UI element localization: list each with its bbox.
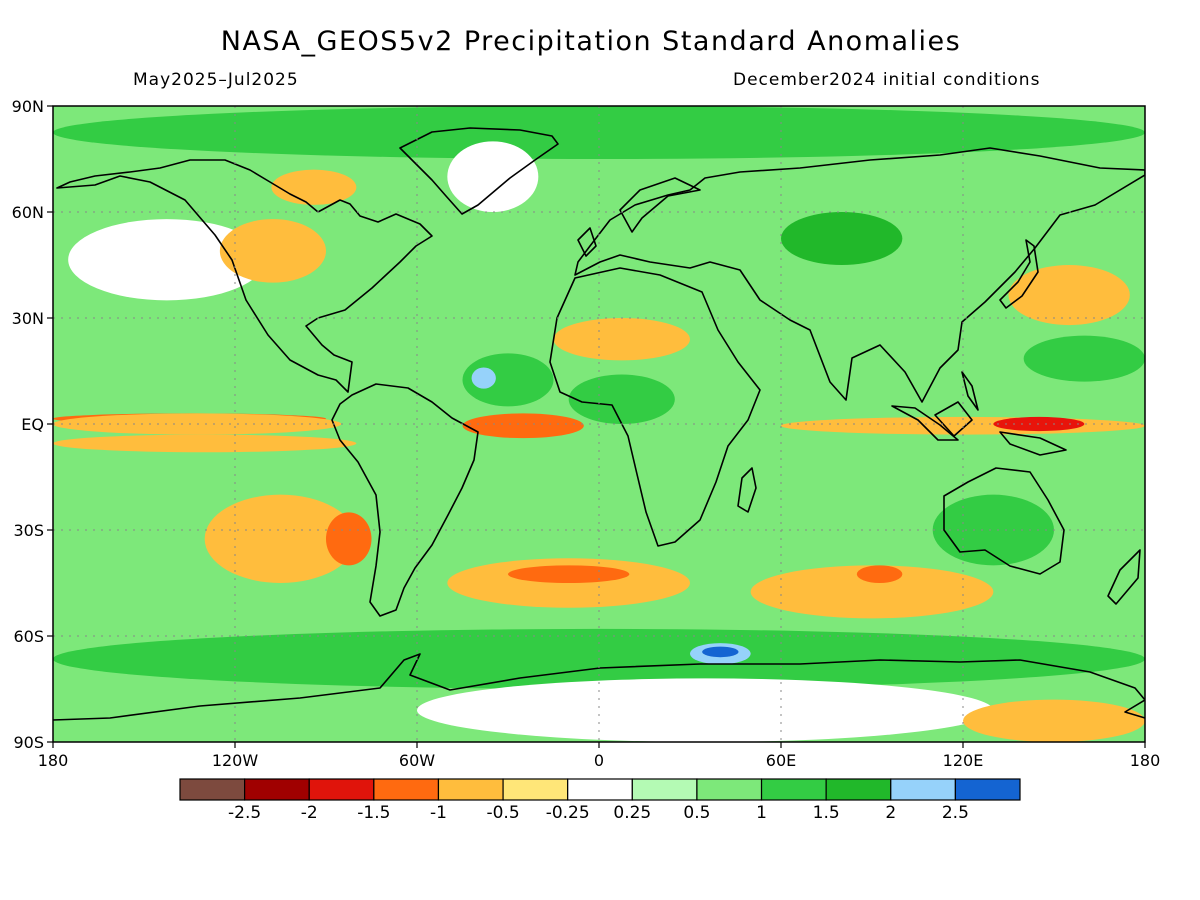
colorbar-label: 2.5 [942,803,969,823]
colorbar-swatch [502,778,569,801]
colorbar-label: -2.5 [228,803,261,823]
initial-conditions: December2024 initial conditions [733,70,1041,90]
anomaly-region-wet_1.5 [781,212,903,265]
anomaly-region-wet_1 [462,353,554,407]
coast-africa [549,267,761,547]
colorbar-labels: -2.5 -2 -1.5 -1 -0.5 -0.25 0.25 0.5 1 1.5 2 2.5 [228,803,969,823]
anomaly-region-wet_1 [53,106,1145,159]
colorbar-swatch [567,778,633,801]
colorbar-label: 2 [885,803,896,823]
anomaly-region-neutral [447,141,539,212]
coast-greenland [399,127,559,215]
coast-scandinavia [619,177,701,233]
coast-new-zealand [1107,549,1141,605]
coast-australia [943,467,1065,575]
longitude-tick-label: 120W [212,751,259,770]
anomaly-region-neutral [68,219,266,301]
colorbar-label: -0.5 [486,803,519,823]
coast-south-america [331,383,479,617]
map-title: NASA_GEOS5v2 Precipitation Standard Anom… [220,26,962,57]
map-plot-area [53,106,1145,742]
anomaly-region-dry_0.5 [204,494,357,583]
anomaly-region-wet_2 [471,367,496,389]
anomaly-region-dry_1 [856,565,903,584]
colorbar-label: 0.5 [683,803,710,823]
anomaly-region-wet_1 [1023,335,1145,382]
latitude-tick-label: 90S [13,733,44,752]
latitude-tick-label: 60N [12,203,44,222]
anomaly-region-dry_0.5 [219,219,326,283]
map-grid [53,106,1145,742]
longitude-tick-label: 180 [1130,751,1161,770]
anomaly-region-wet_2.5 [702,646,739,658]
coast-borneo [934,401,973,437]
colorbar-swatch [244,778,310,801]
anomaly-region-dry_0.5 [53,434,357,453]
colorbar-label: 0.25 [613,803,651,823]
anomaly-region-wet_1 [568,374,675,424]
colorbar-swatch [631,778,698,801]
coast-antarctica [53,653,1145,721]
latitude-tick-label: 60S [13,627,44,646]
coast-southeast-asia-islands [891,405,959,441]
coast-madagascar [737,467,757,513]
colorbar-swatch [696,778,763,801]
colorbar-label: 1.5 [813,803,840,823]
anomaly-region-dry_1 [508,565,630,584]
colorbar-swatch [890,778,956,801]
forecast-period: May2025–Jul2025 [133,70,299,90]
coast-japan [999,239,1039,309]
coast-new-guinea [999,431,1067,456]
colorbar-label: -1 [430,803,447,823]
colorbar-swatch [825,778,892,801]
anomaly-region-dry_0.5 [963,699,1145,742]
colorbar-swatch [179,778,246,801]
anomaly-region-neutral [417,678,994,742]
latitude-tick-label: 30N [12,309,44,328]
anomaly-region-dry_0.5 [750,565,994,619]
colorbar-swatch [308,778,375,801]
coast-north-america [56,159,433,393]
longitude-tick-label: 120E [943,751,984,770]
colorbar-label: 1 [756,803,767,823]
longitude-tick-label: 60W [399,751,435,770]
coast-british-isles [577,227,597,257]
coast-philippines [961,371,979,411]
latitude-tick-label: 90N [12,97,44,116]
continent-outlines [53,127,1145,721]
longitude-axis: 180 120W 60W 0 60E 120E 180 [38,742,1161,770]
colorbar-label: -2 [301,803,318,823]
coast-eurasia [574,147,1145,403]
longitude-tick-label: 180 [38,751,69,770]
colorbar [179,778,1021,801]
colorbar-swatch [760,778,827,801]
longitude-tick-label: 0 [594,751,604,770]
colorbar-swatch [373,778,440,801]
latitude-tick-label: 30S [13,521,44,540]
anomaly-region-dry_0.5 [1008,265,1130,326]
anomaly-region-dry_0.5 [553,318,690,361]
latitude-tick-label: EQ [21,415,44,434]
colorbar-label: -1.5 [357,803,390,823]
colorbar-label: -0.25 [546,803,590,823]
colorbar-swatch [437,778,504,801]
latitude-axis: 90N 60N 30N EQ 30S 60S 90S [12,97,53,752]
anomaly-region-dry_1 [462,413,584,439]
colorbar-swatch [954,778,1021,801]
longitude-tick-label: 60E [766,751,796,770]
anomaly-region-dry_1 [326,512,372,566]
anomaly-region-dry_0.5 [271,169,357,205]
